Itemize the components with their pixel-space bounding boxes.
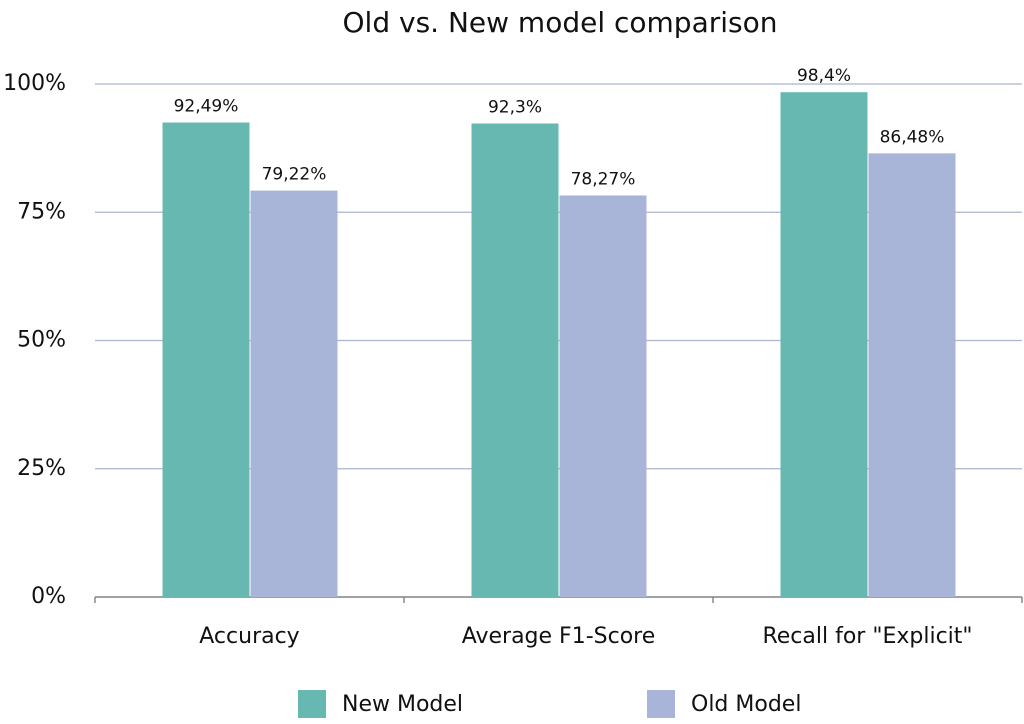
bar xyxy=(559,195,647,597)
y-tick-label: 0% xyxy=(31,584,66,609)
y-tick-label: 50% xyxy=(17,328,66,353)
value-label: 79,22% xyxy=(262,165,327,185)
x-tick-label: Recall for "Explicit" xyxy=(762,624,972,649)
value-label: 98,4% xyxy=(797,66,851,86)
value-label: 78,27% xyxy=(571,169,636,189)
legend-label: Old Model xyxy=(691,692,801,717)
value-label: 86,48% xyxy=(880,127,945,147)
legend-swatch xyxy=(647,690,675,718)
value-label: 92,49% xyxy=(174,97,239,117)
x-tick-label: Accuracy xyxy=(199,624,299,649)
x-tick-label: Average F1-Score xyxy=(462,624,656,649)
y-tick-label: 100% xyxy=(3,71,66,96)
bar xyxy=(471,123,559,597)
bar xyxy=(250,190,338,598)
y-tick-label: 25% xyxy=(17,456,66,481)
legend-swatch xyxy=(298,690,326,718)
legend-label: New Model xyxy=(342,692,463,717)
bar xyxy=(780,92,868,597)
bar xyxy=(868,153,956,597)
chart-title: Old vs. New model comparison xyxy=(343,6,778,39)
y-tick-label: 75% xyxy=(17,199,66,224)
value-label: 92,3% xyxy=(488,98,542,118)
bar xyxy=(162,122,250,597)
